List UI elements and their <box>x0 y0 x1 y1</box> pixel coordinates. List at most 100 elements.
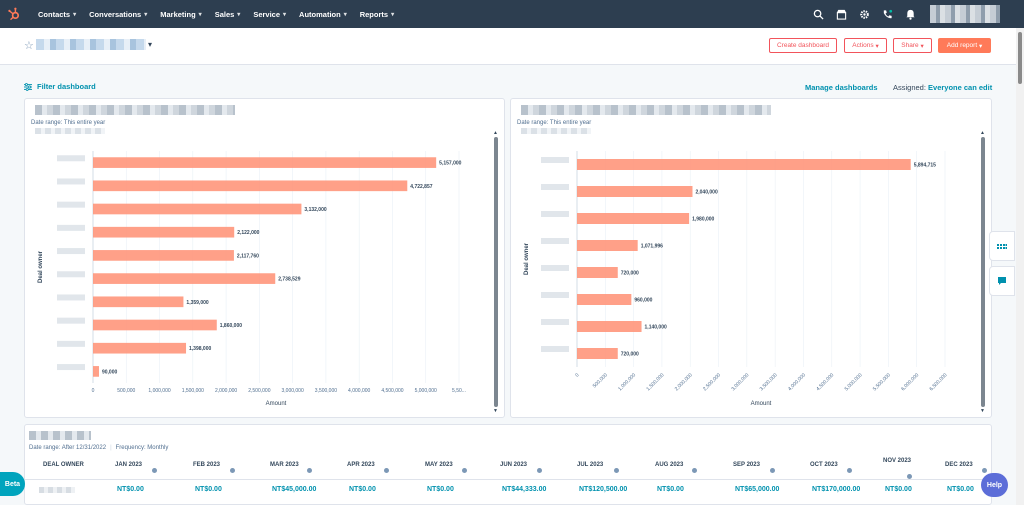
column-header-month[interactable]: APR 2023 <box>347 462 375 468</box>
page-scrollbar[interactable] <box>1016 28 1024 505</box>
table-cell-amount[interactable]: NT$0.00 <box>947 486 974 493</box>
settings-icon[interactable] <box>856 6 872 22</box>
deal-owner-label <box>57 340 85 347</box>
add-report-button[interactable]: Add report ▾ <box>938 38 991 53</box>
dashboard-name[interactable] <box>36 39 146 50</box>
beta-button[interactable]: Beta <box>0 472 25 496</box>
info-icon[interactable] <box>907 474 912 480</box>
column-header-month[interactable]: MAR 2023 <box>270 462 299 468</box>
nav-conversations[interactable]: Conversations ▾ <box>89 9 148 19</box>
scroll-down-icon[interactable]: ▼ <box>980 408 985 414</box>
table-cell-amount[interactable]: NT$44,333.00 <box>502 486 547 493</box>
report-title[interactable] <box>521 105 771 115</box>
deal-owner-label <box>541 319 569 325</box>
actions-button[interactable]: Actions ▾ <box>844 38 887 53</box>
column-header-month[interactable]: AUG 2023 <box>655 462 684 468</box>
column-header-month[interactable]: OCT 2023 <box>810 462 838 468</box>
notifications-icon[interactable] <box>902 6 918 22</box>
nav-automation[interactable]: Automation ▾ <box>299 9 347 19</box>
table-cell-amount[interactable]: NT$0.00 <box>349 486 376 493</box>
x-tick-label: 5,000,000 <box>844 372 864 392</box>
table-cell-amount[interactable]: NT$45,000.00 <box>272 486 317 493</box>
nav-sales[interactable]: Sales ▾ <box>214 9 241 19</box>
chart-scrollbar[interactable] <box>981 137 985 407</box>
marketplace-icon[interactable] <box>833 6 849 22</box>
data-label: 1,398,000 <box>189 346 211 352</box>
chevron-down-icon: ▾ <box>920 42 924 50</box>
x-tick-label: 2,000,000 <box>674 372 694 392</box>
column-header-month[interactable]: JUL 2023 <box>577 462 604 468</box>
column-header-month[interactable]: SEP 2023 <box>733 462 760 468</box>
column-header-month[interactable]: FEB 2023 <box>193 462 221 468</box>
info-icon[interactable] <box>537 468 542 474</box>
table-cell-amount[interactable]: NT$0.00 <box>117 486 144 493</box>
share-button[interactable]: Share ▾ <box>893 38 932 53</box>
info-icon[interactable] <box>614 468 619 474</box>
x-tick-label: 3,500,000 <box>759 372 779 392</box>
table-cell-amount[interactable]: NT$170,000.00 <box>812 486 861 493</box>
search-icon[interactable] <box>810 6 826 22</box>
info-icon[interactable] <box>982 468 987 474</box>
report-title[interactable] <box>29 431 91 440</box>
x-tick-label: 5,500,000 <box>872 372 892 392</box>
info-icon[interactable] <box>307 468 312 474</box>
help-button[interactable]: Help <box>981 473 1008 497</box>
assigned-info: Assigned: Everyone can edit <box>893 83 993 92</box>
column-header-month[interactable]: MAY 2023 <box>425 462 453 468</box>
info-icon[interactable] <box>770 468 775 474</box>
info-icon[interactable] <box>384 468 389 474</box>
table-cell-amount[interactable]: NT$120,500.00 <box>579 486 628 493</box>
data-label: 720,000 <box>621 352 639 358</box>
column-header-deal-owner[interactable]: DEAL OWNER <box>43 462 84 468</box>
chevron-down-icon: ▾ <box>198 11 202 18</box>
report-title[interactable] <box>35 105 235 115</box>
nav-reports[interactable]: Reports ▾ <box>359 9 395 19</box>
column-header-month[interactable]: DEC 2023 <box>945 462 973 468</box>
table-cell-amount[interactable]: NT$0.00 <box>885 486 912 493</box>
nav-marketing[interactable]: Marketing ▾ <box>160 9 202 19</box>
bar <box>93 203 302 215</box>
column-header-month[interactable]: JUN 2023 <box>500 462 528 468</box>
manage-dashboards-link[interactable]: Manage dashboards <box>805 83 878 92</box>
apps-widget[interactable] <box>989 231 1015 261</box>
x-tick-label: 4,000,000 <box>348 388 370 394</box>
favorite-star-icon[interactable]: ☆ <box>24 40 34 52</box>
info-icon[interactable] <box>230 468 235 474</box>
deal-owner-cell[interactable] <box>39 487 75 493</box>
y-axis-title: Deal owner <box>38 250 44 283</box>
nav-contacts[interactable]: Contacts ▾ <box>38 9 77 19</box>
info-icon[interactable] <box>152 468 157 474</box>
feedback-widget[interactable] <box>989 266 1015 296</box>
data-label: 2,738,529 <box>278 277 300 283</box>
page-scrollbar-thumb[interactable] <box>1018 32 1022 84</box>
info-icon[interactable] <box>692 468 697 474</box>
chevron-down-icon: ▾ <box>875 42 879 50</box>
monthly-table-card: Date range: After 12/31/2022 | Frequency: … <box>24 424 992 505</box>
scroll-up-icon[interactable]: ▲ <box>980 130 985 136</box>
chart-scrollbar[interactable] <box>494 137 498 407</box>
hubspot-logo-icon[interactable] <box>0 0 28 28</box>
column-header-month[interactable]: NOV 2023 <box>883 458 912 464</box>
table-cell-amount[interactable]: NT$0.00 <box>195 486 222 493</box>
deal-owner-label <box>541 184 569 190</box>
table-cell-amount[interactable]: NT$0.00 <box>657 486 684 493</box>
column-header-month[interactable]: JAN 2023 <box>115 462 143 468</box>
nav-service[interactable]: Service ▾ <box>253 9 287 19</box>
nav-menu: Contacts ▾ Conversations ▾ Marketing ▾ Sale… <box>38 10 407 19</box>
grid-dots-icon <box>997 244 1007 249</box>
assigned-value-link[interactable]: Everyone can edit <box>928 83 993 92</box>
account-menu[interactable] <box>930 5 1000 23</box>
calling-icon[interactable] <box>879 6 895 22</box>
data-label: 1,140,000 <box>645 325 667 331</box>
table-cell-amount[interactable]: NT$0.00 <box>427 486 454 493</box>
table-cell-amount[interactable]: NT$65,000.00 <box>735 486 780 493</box>
info-icon[interactable] <box>847 468 852 474</box>
x-tick-label: 5,50... <box>452 388 466 394</box>
create-dashboard-button[interactable]: Create dashboard <box>769 38 837 53</box>
scroll-down-icon[interactable]: ▼ <box>493 408 498 414</box>
filter-dashboard-button[interactable]: Filter dashboard <box>24 82 96 91</box>
chevron-down-icon[interactable]: ▾ <box>148 40 153 49</box>
scroll-up-icon[interactable]: ▲ <box>493 130 498 136</box>
x-tick-label: 500,000 <box>592 372 609 389</box>
info-icon[interactable] <box>462 468 467 474</box>
